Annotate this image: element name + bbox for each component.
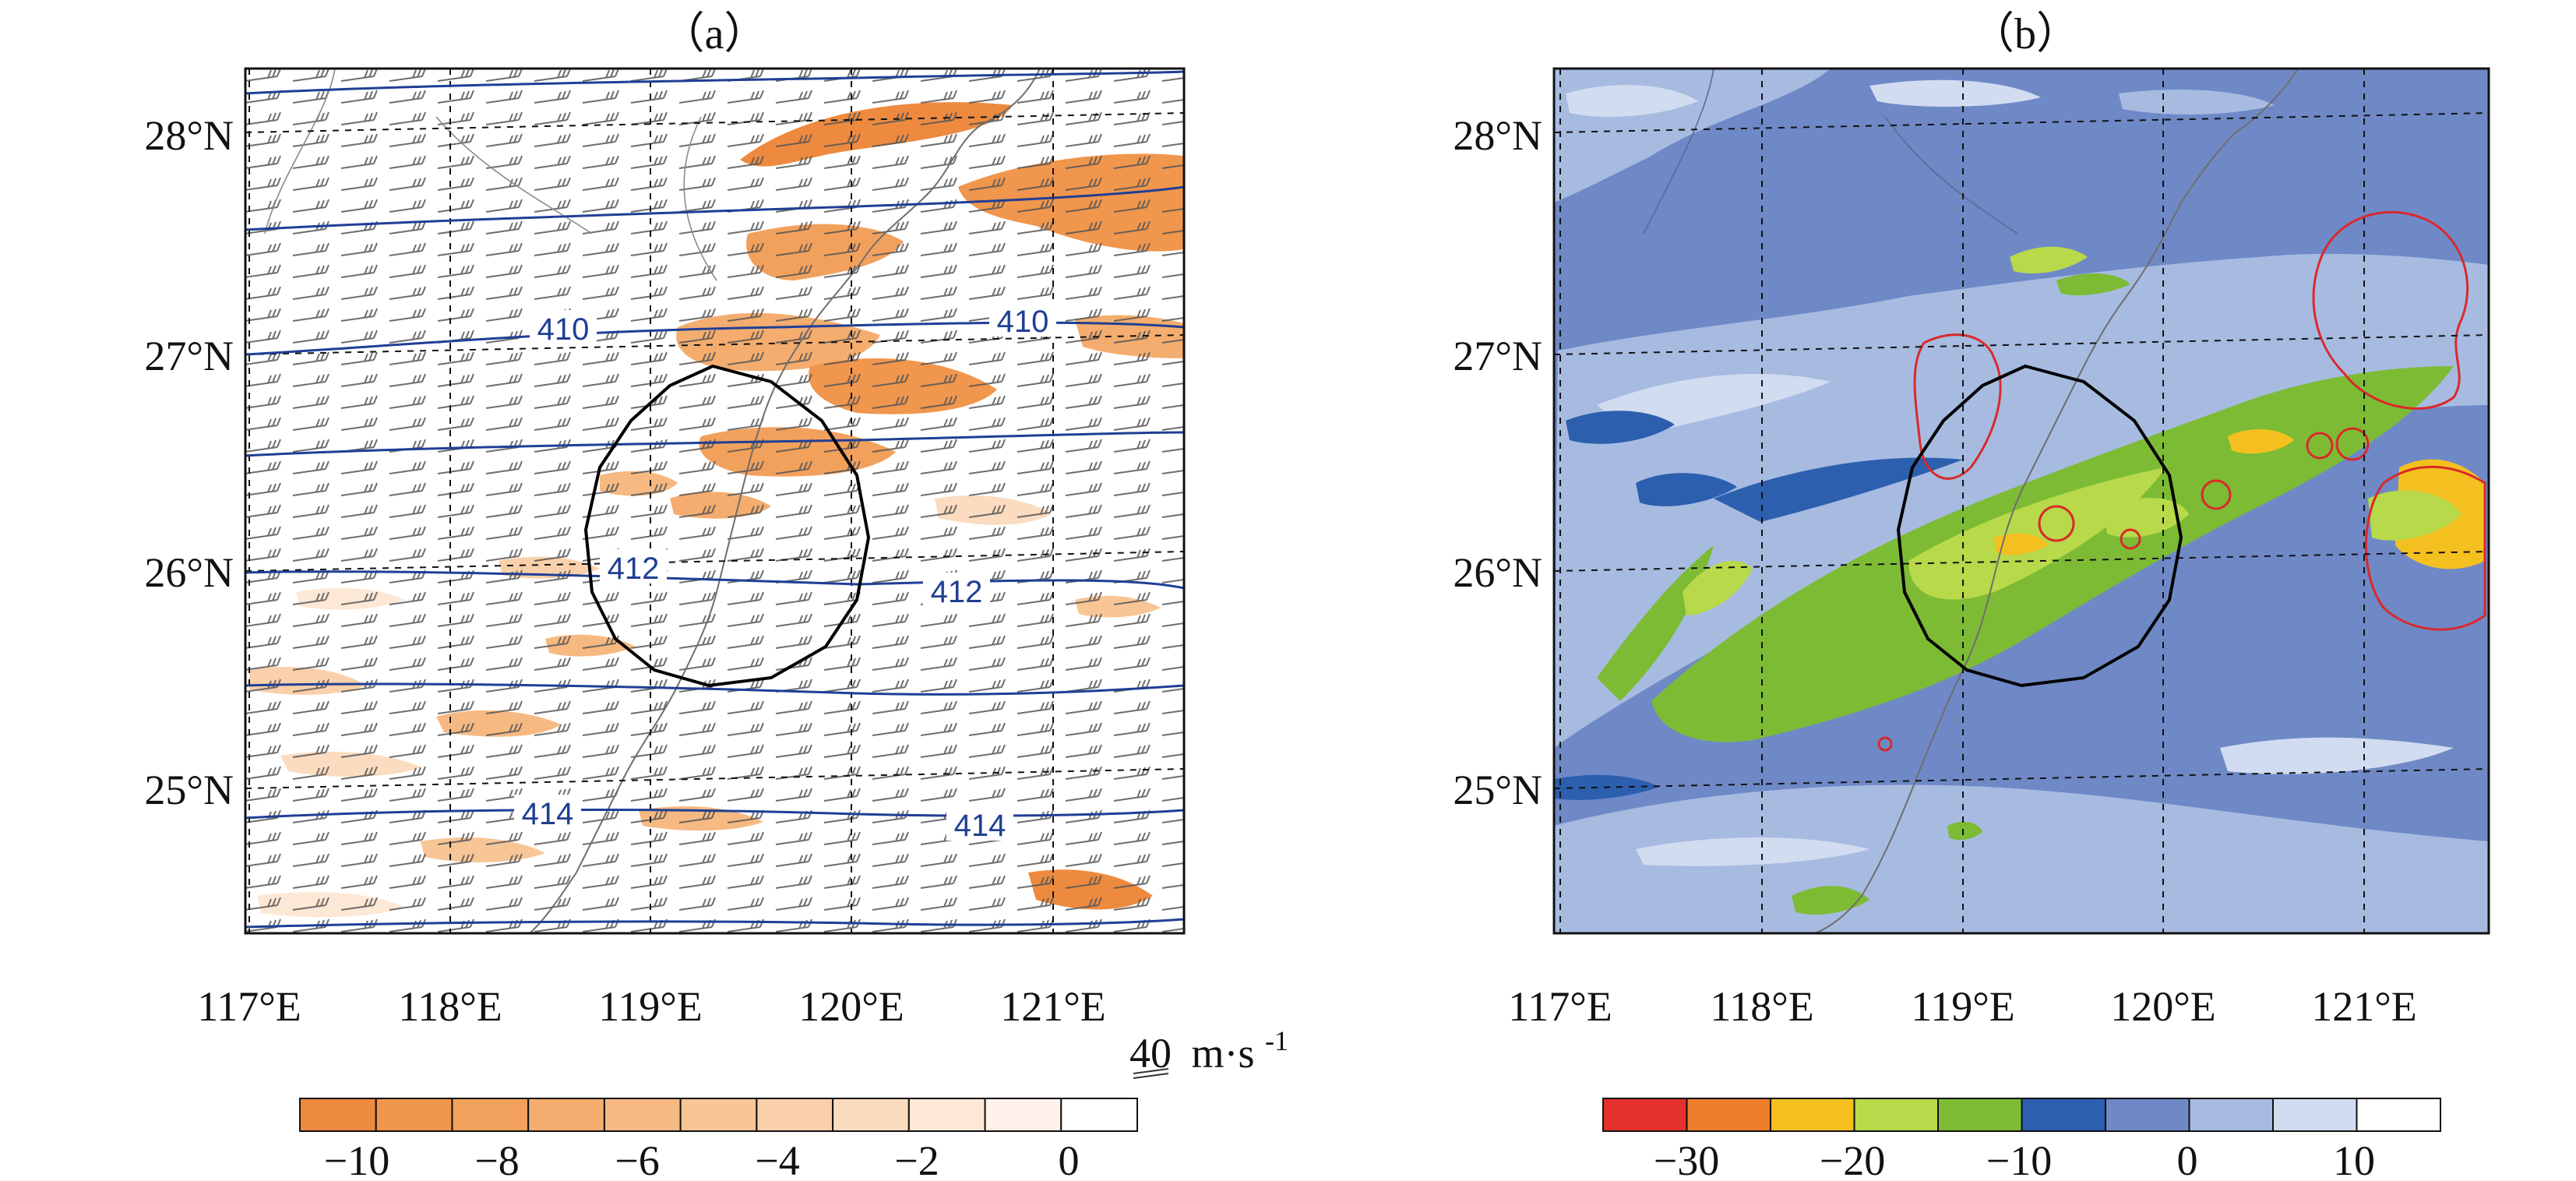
panel-b-frame bbox=[1552, 67, 2490, 935]
cbar-b-label-4: 10 bbox=[2333, 1137, 2375, 1181]
panel-a-title: （a） bbox=[661, 10, 768, 58]
lon-label-118: 118°E bbox=[398, 983, 502, 1030]
wind-barbs bbox=[245, 69, 1184, 933]
cbar-b-swatch-8 bbox=[2272, 1098, 2358, 1132]
lat-label-b-27: 27°N bbox=[1453, 333, 1542, 379]
panel-a-frame bbox=[244, 67, 1186, 935]
study-area-circle bbox=[583, 364, 871, 688]
contour-label-410-a: 410 bbox=[537, 312, 590, 347]
contour-label-412-b: 412 bbox=[931, 575, 983, 609]
cbar-a-swatch-9 bbox=[984, 1098, 1062, 1132]
panel-b-title: （b） bbox=[1971, 10, 2080, 58]
cbar-a-label-5: 0 bbox=[1059, 1137, 1080, 1181]
cbar-a-swatch-7 bbox=[832, 1098, 910, 1132]
lat-label-b-28: 28°N bbox=[1453, 112, 1542, 159]
cbar-a-label-1: −8 bbox=[474, 1137, 519, 1181]
lon-label-b-117: 117°E bbox=[1508, 983, 1612, 1030]
lat-label-b-25: 25°N bbox=[1453, 767, 1542, 813]
wind-reference-unit: m·s bbox=[1192, 1030, 1255, 1077]
panel-b: （b） bbox=[1453, 10, 2490, 1181]
cbar-a-swatch-10 bbox=[1060, 1098, 1138, 1132]
lon-label-b-121: 121°E bbox=[2311, 983, 2417, 1030]
cbar-b-label-3: 0 bbox=[2177, 1137, 2198, 1181]
cbar-b-label-2: −10 bbox=[1986, 1137, 2052, 1181]
panel-b-map bbox=[1554, 69, 2489, 933]
cbar-a-swatch-8 bbox=[907, 1098, 986, 1132]
cbar-a-swatch-3 bbox=[527, 1098, 605, 1132]
cbar-a-label-2: −6 bbox=[615, 1137, 659, 1181]
panel-b-colorbar bbox=[1602, 1098, 2441, 1132]
coastline-b bbox=[1814, 69, 2299, 933]
svg-text:40 m·s -1: 40 m·s -1 bbox=[1129, 1025, 1288, 1077]
lon-label-b-119: 119°E bbox=[1911, 983, 2015, 1030]
lat-label-26: 26°N bbox=[144, 549, 234, 596]
cbar-a-label-0: −10 bbox=[324, 1137, 389, 1181]
cbar-a-swatch-4 bbox=[603, 1098, 682, 1132]
wind-reference: 40 m·s -1 bbox=[1129, 1025, 1288, 1079]
cbar-a-swatch-0 bbox=[299, 1098, 377, 1132]
lat-label-27: 27°N bbox=[144, 333, 234, 379]
wind-reference-value: 40 bbox=[1129, 1030, 1172, 1077]
cbar-a-swatch-6 bbox=[756, 1098, 834, 1132]
cbar-b-swatch-3 bbox=[1853, 1098, 1939, 1132]
panel-a-colorbar bbox=[299, 1098, 1138, 1132]
cbar-b-swatch-9 bbox=[2356, 1098, 2441, 1132]
cbar-a-label-3: −4 bbox=[755, 1137, 799, 1181]
province-boundary bbox=[264, 69, 717, 281]
panel-a-colorbar-labels: −10 −8 −6 −4 −2 0 bbox=[324, 1137, 1080, 1181]
cbar-a-label-4: −2 bbox=[894, 1137, 939, 1181]
cbar-a-swatch-1 bbox=[375, 1098, 453, 1132]
cbar-a-swatch-5 bbox=[679, 1098, 758, 1132]
coastline bbox=[529, 69, 1041, 933]
cbar-b-swatch-6 bbox=[2105, 1098, 2190, 1132]
cbar-b-swatch-5 bbox=[2021, 1098, 2106, 1132]
cbar-b-label-0: −30 bbox=[1654, 1137, 1719, 1181]
contour-label-412-a: 412 bbox=[608, 552, 660, 586]
lon-label-b-118: 118°E bbox=[1710, 983, 1814, 1030]
wind-reference-exponent: -1 bbox=[1265, 1025, 1288, 1056]
contour-label-414-a: 414 bbox=[522, 797, 574, 831]
height-contours bbox=[245, 70, 1184, 929]
province-boundary-b bbox=[1643, 69, 2018, 234]
lat-label-b-26: 26°N bbox=[1453, 549, 1542, 596]
contour-label-410-b: 410 bbox=[997, 305, 1049, 339]
vorticity-shading bbox=[1554, 69, 2489, 933]
lon-label-117: 117°E bbox=[197, 983, 301, 1030]
cbar-b-swatch-1 bbox=[1686, 1098, 1771, 1132]
contour-labels: 410 410 412 412 414 414 bbox=[514, 302, 1056, 843]
panel-a-map: 410 410 412 412 414 414 bbox=[245, 69, 1184, 933]
panel-b-colorbar-labels: −30 −20 −10 0 10 bbox=[1654, 1137, 2375, 1181]
cbar-b-swatch-4 bbox=[1937, 1098, 2023, 1132]
lon-label-120: 120°E bbox=[798, 983, 904, 1030]
lon-label-b-120: 120°E bbox=[2110, 983, 2216, 1030]
cbar-b-label-1: −20 bbox=[1820, 1137, 1885, 1181]
study-area-circle-b bbox=[1896, 364, 2183, 688]
cbar-b-swatch-2 bbox=[1770, 1098, 1855, 1132]
cbar-b-swatch-0 bbox=[1602, 1098, 1688, 1132]
cbar-b-swatch-7 bbox=[2188, 1098, 2274, 1132]
lon-label-121: 121°E bbox=[1000, 983, 1106, 1030]
contour-label-414-b: 414 bbox=[954, 809, 1006, 843]
lat-label-25: 25°N bbox=[144, 767, 234, 813]
lon-label-119: 119°E bbox=[598, 983, 703, 1030]
cbar-a-swatch-2 bbox=[451, 1098, 530, 1132]
lat-label-28: 28°N bbox=[144, 112, 234, 159]
red-contours bbox=[1877, 210, 2486, 752]
panel-a: （a） bbox=[144, 10, 1288, 1181]
